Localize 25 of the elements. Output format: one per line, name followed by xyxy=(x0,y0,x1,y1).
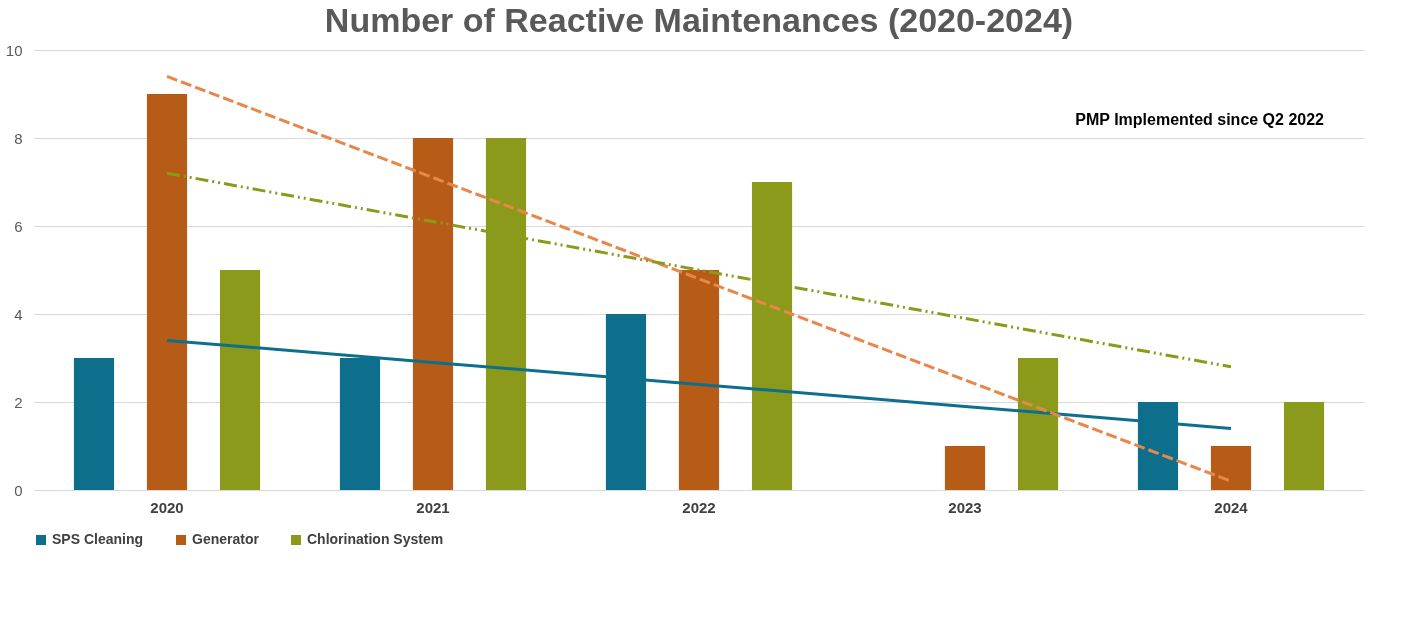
bar xyxy=(73,358,115,490)
bar xyxy=(219,270,261,490)
bar xyxy=(678,270,720,490)
y-tick-label: 0 xyxy=(14,481,23,499)
x-tick-label: 2022 xyxy=(682,498,716,516)
legend-label: Chlorination System xyxy=(307,531,444,547)
y-tick-label: 2 xyxy=(14,393,23,411)
y-tick-label: 10 xyxy=(5,41,23,59)
bar xyxy=(1017,358,1059,490)
x-tick-label: 2021 xyxy=(416,498,450,516)
legend-label: Generator xyxy=(192,531,260,547)
bar xyxy=(1283,402,1325,490)
y-tick-label: 6 xyxy=(14,217,23,235)
x-tick-label: 2023 xyxy=(948,498,982,516)
bar xyxy=(944,446,986,490)
annotation: PMP Implemented since Q2 2022 xyxy=(1075,111,1325,128)
y-tick-label: 4 xyxy=(14,305,23,323)
chart-title: Number of Reactive Maintenances (2020-2024) xyxy=(324,1,1074,39)
x-tick-label: 2020 xyxy=(150,498,184,516)
legend-label: SPS Cleaning xyxy=(52,531,144,547)
bar xyxy=(1210,446,1252,490)
y-tick-label: 8 xyxy=(14,129,23,147)
x-tick-label: 2024 xyxy=(1214,498,1249,516)
bar xyxy=(146,94,188,490)
bar xyxy=(412,138,454,490)
